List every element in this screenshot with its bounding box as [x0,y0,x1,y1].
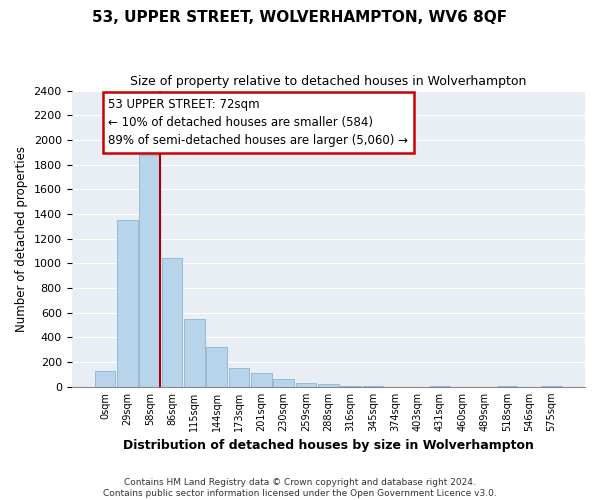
Title: Size of property relative to detached houses in Wolverhampton: Size of property relative to detached ho… [130,75,526,88]
Bar [117,220,138,387]
Bar [95,372,115,387]
Bar [251,373,272,387]
X-axis label: Distribution of detached houses by size in Wolverhampton: Distribution of detached houses by size … [123,440,534,452]
Bar [139,154,160,387]
Bar [206,346,227,387]
Bar [274,380,294,387]
Bar [362,386,383,387]
Y-axis label: Number of detached properties: Number of detached properties [15,146,28,332]
Bar [430,386,450,387]
Text: 53 UPPER STREET: 72sqm
← 10% of detached houses are smaller (584)
89% of semi-de: 53 UPPER STREET: 72sqm ← 10% of detached… [109,98,409,147]
Text: Contains HM Land Registry data © Crown copyright and database right 2024.
Contai: Contains HM Land Registry data © Crown c… [103,478,497,498]
Bar [296,383,316,387]
Bar [497,386,517,387]
Text: 53, UPPER STREET, WOLVERHAMPTON, WV6 8QF: 53, UPPER STREET, WOLVERHAMPTON, WV6 8QF [92,10,508,25]
Bar [318,384,338,387]
Bar [229,368,249,387]
Bar [541,386,562,387]
Bar [340,386,361,387]
Bar [184,319,205,387]
Bar [162,258,182,387]
